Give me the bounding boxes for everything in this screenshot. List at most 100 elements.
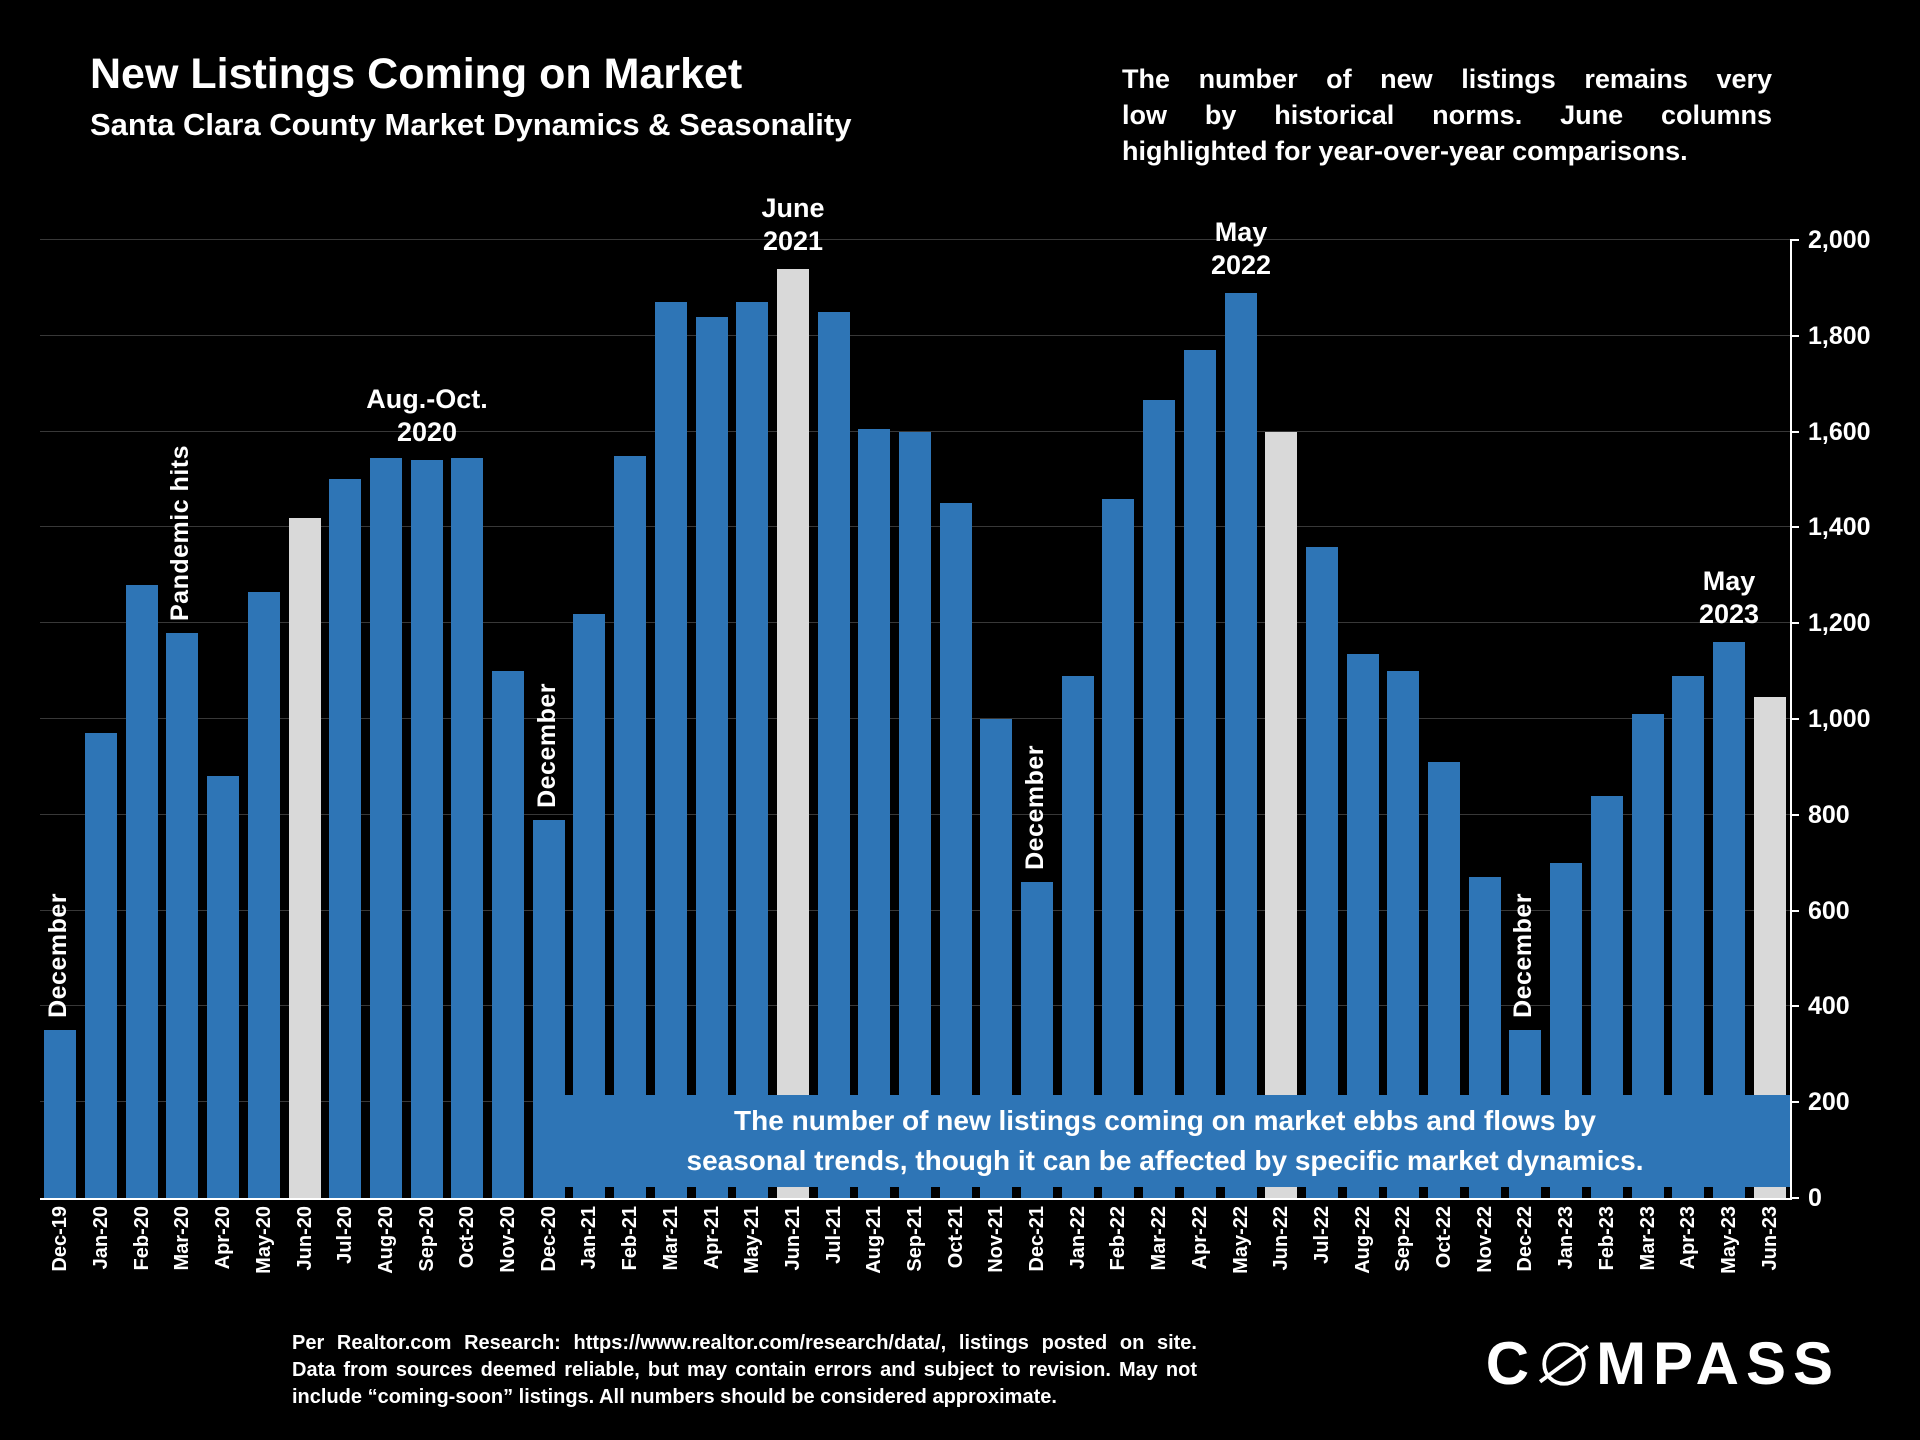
x-axis-line [40,1198,1792,1200]
x-axis-label-sep-20: Sep-20 [416,1206,438,1272]
y-axis-tick-label: 400 [1808,992,1850,1020]
bar-mar-22 [1143,400,1175,1198]
bar-feb-21 [614,456,646,1198]
bar-jun-20 [289,518,321,1198]
y-axis-tick [1790,622,1799,624]
bar-may-22 [1225,293,1257,1198]
bar-sep-20 [411,460,443,1198]
compass-logo-o-icon [1539,1341,1590,1386]
bar-may-21 [736,302,768,1198]
bar-aug-20 [370,458,402,1198]
bar-jan-20 [85,733,117,1198]
x-axis-label-nov-20: Nov-20 [497,1206,519,1273]
footer-disclaimer: Per Realtor.com Research: https://www.re… [292,1330,1197,1411]
bar-jun-22 [1265,432,1297,1198]
x-axis-label-jul-21: Jul-21 [823,1206,845,1264]
x-axis-label-jun-23: Jun-23 [1759,1206,1781,1271]
x-axis-label-jun-20: Jun-20 [294,1206,316,1271]
footer-disclaimer-line: include “coming-soon” listings. All numb… [292,1386,1057,1408]
annotation-line: May [1702,565,1756,596]
logo-letter-c: C [1485,1330,1537,1397]
annotation-may-23: May 2023 [1589,565,1869,633]
chart-note-line2: seasonal trends, though it can be affect… [686,1145,1644,1176]
bar-jul-20 [329,479,361,1198]
x-axis-label-apr-20: Apr-20 [212,1206,234,1270]
x-axis-label-may-22: May-22 [1230,1206,1252,1274]
annotation-sep-20: Aug.-Oct. 2020 [287,383,567,451]
bar-mar-21 [655,302,687,1198]
x-axis-label-jul-22: Jul-22 [1311,1206,1333,1264]
bar-nov-20 [492,671,524,1198]
y-axis-tick-label: 200 [1808,1088,1850,1116]
x-axis-label-dec-19: Dec-19 [49,1206,71,1272]
x-axis-label-mar-23: Mar-23 [1637,1206,1659,1271]
header-note-line: highlighted for year-over-year compariso… [1122,135,1688,166]
bar-apr-22 [1184,350,1216,1198]
x-axis-label-jul-20: Jul-20 [334,1206,356,1264]
gridline [40,431,1790,432]
header-note: The number of new listings remains very … [1122,62,1772,170]
bar-apr-21 [696,317,728,1198]
bar-aug-21 [858,429,890,1198]
x-axis-label-may-21: May-21 [741,1206,763,1274]
gridline [40,335,1790,336]
x-axis-label-feb-23: Feb-23 [1596,1206,1618,1271]
x-axis-label-jan-23: Jan-23 [1555,1206,1577,1270]
y-axis-tick-label: 0 [1808,1184,1822,1212]
x-axis-label-dec-20: Dec-20 [538,1206,560,1272]
x-axis-label-oct-22: Oct-22 [1433,1206,1455,1269]
y-axis-line [1790,240,1792,1200]
bar-oct-21 [940,503,972,1198]
footer-disclaimer-line: Per Realtor.com Research: https://www.re… [292,1332,1197,1354]
logo-letters-mpass: MPASS [1596,1330,1840,1397]
y-axis-tick [1790,814,1799,816]
annotation-line: 2023 [1698,599,1760,630]
y-axis-tick-label: 1,400 [1808,513,1871,541]
bar-chart: The number of new listings coming on mar… [40,193,1792,1200]
x-axis-label-sep-22: Sep-22 [1392,1206,1414,1272]
gridline [40,239,1790,240]
y-axis-labels: 0 200 400 600 800 1,000 1,200 1,400 1,600 1,800 2,… [1790,226,1915,1212]
x-axis-label-jan-22: Jan-22 [1067,1206,1089,1270]
x-axis-label-nov-21: Nov-21 [985,1206,1007,1273]
annotation-jun-21: June 2021 [653,192,933,260]
y-axis-tick [1790,910,1799,912]
annotation-line: 2020 [396,417,458,448]
x-axis-label-jan-21: Jan-21 [578,1206,600,1270]
y-axis-tick [1790,1197,1799,1199]
bar-oct-20 [451,458,483,1198]
bar-jul-21 [818,312,850,1198]
y-axis-tick-label: 1,200 [1808,609,1871,637]
x-axis-label-apr-22: Apr-22 [1189,1206,1211,1270]
compass-logo: C MPASS [1486,1329,1840,1398]
page-subtitle: Santa Clara County Market Dynamics & Sea… [90,107,852,142]
x-axis-label-aug-21: Aug-21 [863,1206,885,1274]
bar-may-20 [248,592,280,1198]
y-axis-tick [1790,1005,1799,1007]
annotation-line: May [1214,216,1268,247]
title-block: New Listings Coming on Market Santa Clar… [90,50,851,143]
annotation-dec-20: December [533,683,561,808]
bar-mar-20 [166,633,198,1198]
x-axis-label-oct-21: Oct-21 [945,1206,967,1269]
bar-feb-22 [1102,499,1134,1198]
y-axis-tick-label: 600 [1808,897,1850,925]
x-axis-label-sep-21: Sep-21 [904,1206,926,1272]
x-axis-label-jan-20: Jan-20 [90,1206,112,1270]
annotation-dec-22: December [1509,893,1537,1018]
x-axis-labels: Dec-19 Jan-20 Feb-20 Mar-20 Apr-20 May-20 Jun-… [40,1206,1790,1346]
x-axis-label-mar-22: Mar-22 [1148,1206,1170,1271]
bar-jun-21 [777,269,809,1198]
x-axis-label-apr-23: Apr-23 [1677,1206,1699,1270]
annotation-line: 2021 [762,226,824,257]
chart-note-line1: The number of new listings coming on mar… [734,1105,1596,1137]
page-title: New Listings Coming on Market [90,50,743,98]
annotation-may-22: May 2022 [1101,216,1381,284]
x-axis-label-mar-21: Mar-21 [660,1206,682,1271]
x-axis-label-aug-20: Aug-20 [375,1206,397,1274]
annotation-line: Aug.-Oct. [366,383,488,414]
header-note-line: The number of new listings remains very [1122,64,1772,94]
y-axis-tick [1790,239,1799,241]
x-axis-label-dec-21: Dec-21 [1026,1206,1048,1272]
